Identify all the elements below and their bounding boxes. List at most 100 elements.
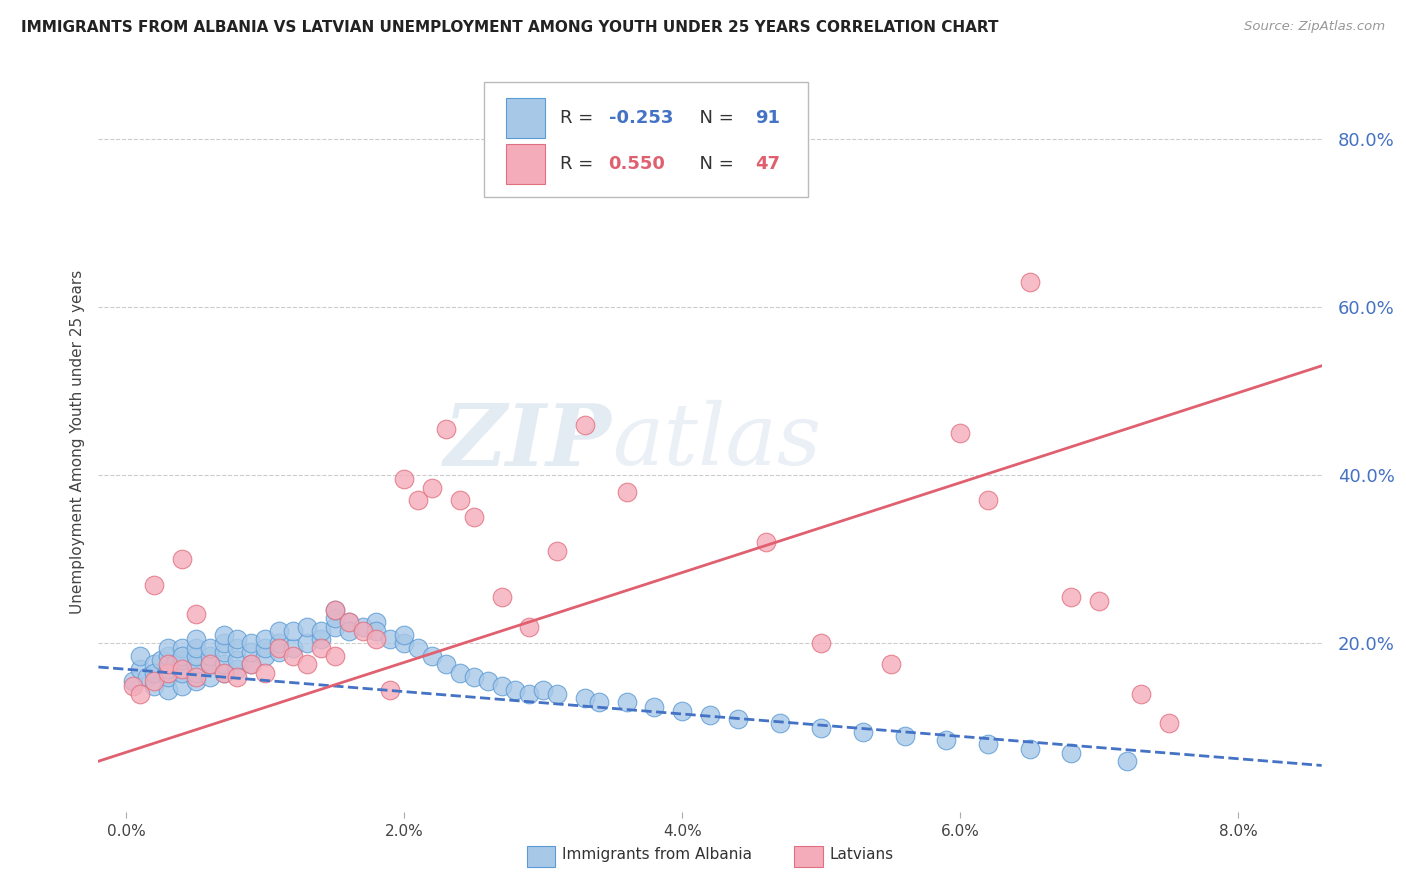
Point [212,665,235,680]
Text: IMMIGRANTS FROM ALBANIA VS LATVIAN UNEMPLOYMENT AMONG YOUTH UNDER 25 YEARS CORRE: IMMIGRANTS FROM ALBANIA VS LATVIAN UNEMP… [21,20,998,35]
Text: 0.550: 0.550 [609,155,665,173]
Point [366,632,388,647]
Point [156,640,179,655]
Point [156,649,179,664]
Point [434,422,457,436]
Point [810,636,832,650]
Point [143,674,166,689]
Point [281,649,304,664]
Point [170,653,193,667]
Text: -0.253: -0.253 [609,109,673,127]
Point [880,657,903,672]
Point [143,665,166,680]
Point [352,619,374,633]
Point [337,624,360,638]
Point [893,729,915,743]
Point [198,657,221,672]
Point [184,649,207,664]
Point [295,657,318,672]
Point [184,665,207,680]
Point [1116,754,1139,768]
Point [184,657,207,672]
Point [366,615,388,630]
Point [420,649,443,664]
Point [122,674,145,689]
Point [309,640,332,655]
Point [163,657,186,672]
Point [184,674,207,689]
FancyBboxPatch shape [506,97,546,138]
Point [546,544,568,558]
Point [491,679,513,693]
Point [671,178,693,192]
Point [122,679,145,693]
Point [295,619,318,633]
Point [463,510,485,524]
Point [1060,590,1083,604]
Y-axis label: Unemployment Among Youth under 25 years: Unemployment Among Youth under 25 years [69,269,84,614]
Point [949,426,972,441]
Point [184,632,207,647]
Point [184,670,207,684]
Point [546,687,568,701]
Point [143,657,166,672]
Point [269,636,291,650]
Point [254,665,277,680]
Point [226,640,249,655]
Point [420,481,443,495]
Point [366,624,388,638]
Point [198,649,221,664]
Point [254,640,277,655]
Point [755,535,778,549]
Point [768,716,790,731]
Point [170,665,193,680]
Point [1088,594,1111,608]
Point [184,640,207,655]
Text: 47: 47 [755,155,780,173]
Point [643,699,665,714]
Point [170,640,193,655]
Text: Immigrants from Albania: Immigrants from Albania [562,847,752,862]
Point [394,628,416,642]
Point [380,632,402,647]
Point [170,679,193,693]
Point [226,653,249,667]
Point [156,670,179,684]
Point [309,624,332,638]
Point [671,704,693,718]
Point [156,665,179,680]
Point [269,645,291,659]
Point [491,590,513,604]
Point [309,632,332,647]
FancyBboxPatch shape [484,82,808,197]
Point [198,657,221,672]
Point [449,493,471,508]
Point [129,687,152,701]
Text: R =: R = [560,109,599,127]
Point [170,662,193,676]
Point [531,682,554,697]
Point [463,670,485,684]
Point [226,632,249,647]
Point [394,472,416,486]
Point [574,691,596,706]
Point [323,603,346,617]
Point [240,636,263,650]
Point [337,615,360,630]
Point [574,417,596,432]
Point [517,619,540,633]
Point [352,624,374,638]
FancyBboxPatch shape [506,144,546,185]
Text: Latvians: Latvians [830,847,894,862]
Point [156,682,179,697]
Point [240,657,263,672]
Point [254,632,277,647]
Point [699,708,721,723]
Point [136,670,159,684]
Point [198,640,221,655]
Point [434,657,457,672]
Point [143,577,166,591]
Point [129,662,152,676]
Point [394,636,416,650]
Point [184,607,207,621]
